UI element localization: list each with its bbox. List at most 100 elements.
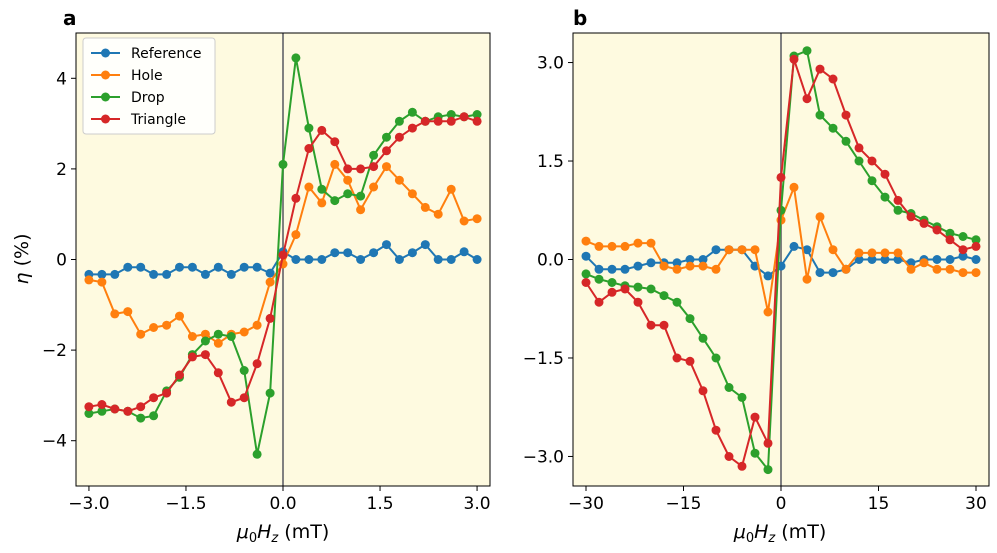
panel-b-series-triangle-point	[893, 195, 903, 205]
panel-a-series-triangle-point	[382, 146, 391, 156]
panel-a-yticks: −4 −2 0 2 4	[42, 69, 76, 452]
panel-a-series-triangle-point	[304, 144, 314, 153]
panel-b-series-drop-point	[945, 228, 955, 238]
panel-b-series-hole-point	[932, 264, 942, 274]
panel-a-series-triangle-point	[187, 352, 197, 362]
panel-b-xlabel-h: H	[754, 521, 768, 543]
panel-a-series-reference-point	[446, 255, 456, 264]
panel-b-series-reference-point	[646, 258, 656, 268]
legend-drop-label: Drop	[131, 90, 165, 106]
panel-a-series-drop-point	[226, 332, 236, 341]
panel-a-series-reference-point	[149, 269, 159, 279]
panel-a-ytick-label: 0	[56, 251, 67, 271]
panel-a-series-drop-point	[84, 409, 94, 418]
panel-a-series-triangle-point	[433, 116, 443, 126]
panel-a-series-triangle-point	[239, 393, 249, 403]
panel-b-ytick-label: −3.0	[523, 447, 564, 467]
panel-b-series-triangle-point	[802, 94, 812, 104]
panel-b-series-hole-point	[802, 274, 812, 284]
panel-b-series-reference-point	[828, 268, 838, 278]
panel-b-xlabel-subz: z	[767, 531, 776, 546]
panel-b-series-drop-point	[594, 274, 604, 284]
panel-a-series-hole-point	[291, 230, 301, 240]
panel-b-series-drop-point	[737, 392, 747, 402]
panel-a-series-drop-point	[394, 116, 404, 126]
panel-b-series-hole-point	[906, 264, 916, 274]
panel-a-xtick-label: 0.0	[269, 494, 296, 514]
panel-a-label: a	[63, 6, 77, 30]
panel-a-series-drop-point	[330, 196, 340, 206]
panel-b-series-hole-point	[737, 245, 747, 255]
panel-a-series-hole-point	[175, 311, 184, 321]
panel-b-series-drop-point	[685, 314, 695, 324]
panel-b-series-reference-point	[685, 255, 695, 264]
panel-a-xlabel-mu: μ	[236, 521, 249, 543]
panel-a-series-triangle-point	[252, 359, 262, 369]
panel-a-xtick-label: −1.5	[165, 494, 206, 514]
panel-b-series-triangle-point	[750, 412, 760, 422]
panel-b-series-triangle-point	[581, 278, 591, 287]
panel-a-series-drop-point	[252, 449, 262, 459]
panel-b-series-triangle-point	[971, 241, 981, 251]
panel-a-series-triangle-point	[394, 132, 404, 142]
panel-a-series-triangle-point	[330, 137, 340, 147]
panel-b-series-hole-point	[724, 245, 734, 255]
panel-a-series-hole-point	[187, 332, 197, 341]
panel-b-series-triangle-point	[646, 320, 656, 330]
panel-b-xtick-label: −30	[568, 494, 604, 514]
panel-b-series-reference-point	[958, 251, 968, 261]
panel-a-series-triangle-point	[407, 123, 417, 133]
panel-b-series-hole-point	[633, 238, 643, 248]
panel-b-series-hole-point	[971, 268, 981, 278]
panel-b-xlabel-mu: μ	[733, 521, 746, 543]
panel-b-series-drop-point	[971, 235, 981, 245]
legend: Reference Hole Drop Triangle	[82, 37, 216, 135]
panel-b-xticks: −30 −15 0 15 30	[568, 486, 987, 514]
panel-a-series-drop-point	[136, 413, 146, 423]
panel-b-ytick-label: 3.0	[537, 54, 564, 74]
panel-b-series-hole-point	[945, 264, 955, 274]
panel-a-series-reference-point	[200, 269, 210, 279]
panel-a-series-reference-point	[123, 262, 133, 272]
panel-b-series-hole-point	[828, 245, 838, 255]
panel-a-series-drop-point	[149, 411, 159, 421]
panel-b-series-reference-point	[867, 255, 877, 264]
panel-b-series-triangle-point	[633, 297, 643, 307]
panel-a-series-triangle-point	[110, 404, 120, 414]
panel-b-series-hole-point	[763, 307, 773, 317]
panel-a-series-drop-point	[213, 329, 223, 339]
panel-a-series-hole-point	[433, 209, 443, 219]
panel-a-series-drop-point	[200, 336, 210, 346]
panel-a-ytick-label: 4	[56, 69, 67, 89]
panel-b-series-drop-point	[763, 465, 773, 475]
panel-a-series-reference-point	[330, 248, 340, 258]
panel-a-series-hole-point	[407, 189, 417, 199]
panel-b-xtick-label: −15	[666, 494, 702, 514]
panel-b-xtick-label: 30	[965, 494, 987, 514]
panel-b-series-triangle-point	[945, 235, 955, 245]
panel-b-series-triangle-point	[737, 461, 747, 471]
panel-b-series-reference-point	[594, 264, 604, 274]
panel-b-series-drop-point	[841, 136, 851, 146]
panel-a-series-hole-point	[394, 175, 404, 185]
panel-b-ytick-label: −1.5	[523, 349, 564, 369]
panel-b-series-triangle-point	[620, 284, 630, 294]
legend-drop-marker	[101, 92, 110, 102]
panel-b-series-drop-point	[711, 353, 721, 363]
panel-b-series-drop-point	[776, 205, 786, 215]
panel-a-series-reference-point	[407, 248, 417, 258]
panel-b-yticks: −3.0 −1.5 0.0 1.5 3.0	[523, 54, 573, 467]
panel-a-series-hole-point	[472, 214, 482, 224]
panel-a-xtick-label: 1.5	[367, 494, 394, 514]
panel-a-xtick-label: −3.0	[68, 494, 109, 514]
panel-a-series-reference-point	[317, 255, 327, 264]
panel-a-xlabel-h: H	[257, 521, 271, 543]
panel-a-xlabel-unit: (mT)	[278, 521, 329, 543]
panel-a-series-reference-point	[382, 240, 391, 250]
panel-a-series-drop-point	[343, 189, 353, 199]
panel-b-series-reference-point	[763, 271, 773, 281]
panel-a-series-hole-point	[330, 159, 340, 169]
panel-a-ylabel: η (%)	[11, 234, 33, 285]
panel-b-series-drop-point	[724, 383, 734, 392]
